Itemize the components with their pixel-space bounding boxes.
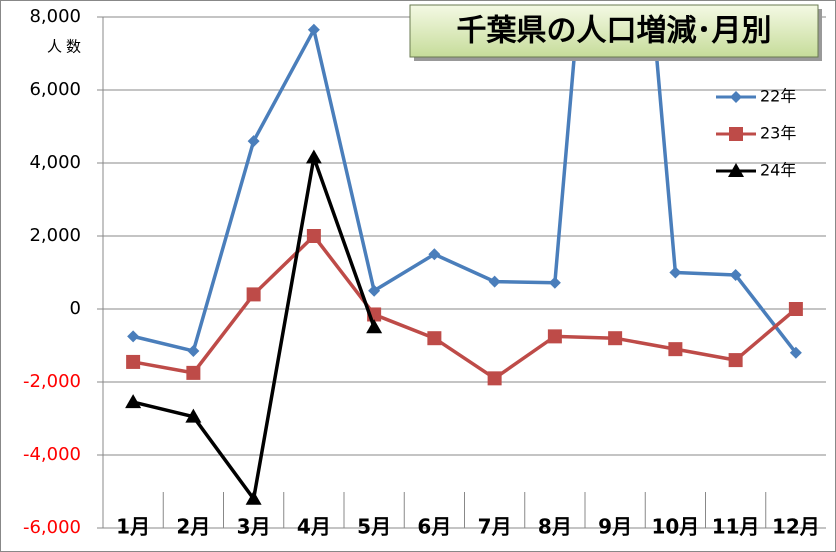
series-line xyxy=(132,17,798,354)
marker xyxy=(789,346,802,359)
series-line xyxy=(132,234,798,381)
y-axis-label: 人数 xyxy=(47,38,85,56)
x-tick-label: 12月 xyxy=(772,515,820,539)
chart-title: 千葉県の人口増減･月別 xyxy=(457,14,772,49)
x-tick-label: 3月 xyxy=(237,515,271,539)
y-tick-label: 6,000 xyxy=(29,79,81,100)
y-tick-label: 2,000 xyxy=(29,225,81,246)
marker xyxy=(427,331,442,346)
legend-marker xyxy=(728,163,744,177)
marker xyxy=(668,342,683,357)
legend-label: 24年 xyxy=(760,161,796,180)
marker xyxy=(306,229,321,243)
marker xyxy=(729,269,742,282)
marker xyxy=(247,135,260,148)
marker xyxy=(366,319,383,334)
y-tick-label: 0 xyxy=(70,298,81,319)
legend-label: 22年 xyxy=(760,87,796,106)
marker xyxy=(246,287,261,302)
y-tick-label: 4,000 xyxy=(29,152,81,173)
marker xyxy=(125,394,142,409)
marker xyxy=(126,354,141,369)
marker xyxy=(245,490,262,505)
marker xyxy=(548,276,561,289)
x-tick-label: 4月 xyxy=(297,515,331,539)
marker xyxy=(368,284,381,297)
legend-label: 23年 xyxy=(760,124,796,143)
title-box xyxy=(409,4,819,58)
x-tick-label: 8月 xyxy=(538,515,572,539)
x-tick-label: 1月 xyxy=(116,515,150,539)
x-tick-label: 11月 xyxy=(712,515,760,539)
marker xyxy=(669,266,682,279)
y-tick-label: -6,000 xyxy=(23,517,81,538)
x-tick-label: 9月 xyxy=(598,515,632,539)
x-tick-label: 2月 xyxy=(176,515,210,539)
legend-marker xyxy=(729,127,743,141)
marker xyxy=(487,371,502,386)
y-tick-label: -4,000 xyxy=(23,444,81,465)
marker xyxy=(305,149,322,164)
marker xyxy=(127,330,140,343)
marker xyxy=(307,23,320,36)
x-tick-label: 7月 xyxy=(478,515,512,539)
marker xyxy=(185,408,202,423)
marker xyxy=(788,302,803,316)
x-tick-label: 10月 xyxy=(651,515,699,539)
marker xyxy=(547,329,562,344)
y-tick-label: 8,000 xyxy=(29,6,81,27)
marker xyxy=(728,353,743,368)
marker xyxy=(608,331,623,346)
marker xyxy=(187,344,200,357)
marker xyxy=(488,275,501,288)
legend-marker xyxy=(730,91,742,103)
marker xyxy=(186,365,201,380)
x-tick-label: 5月 xyxy=(357,515,391,539)
marker xyxy=(428,248,441,261)
y-tick-label: -2,000 xyxy=(23,371,81,392)
x-tick-label: 6月 xyxy=(417,515,451,539)
